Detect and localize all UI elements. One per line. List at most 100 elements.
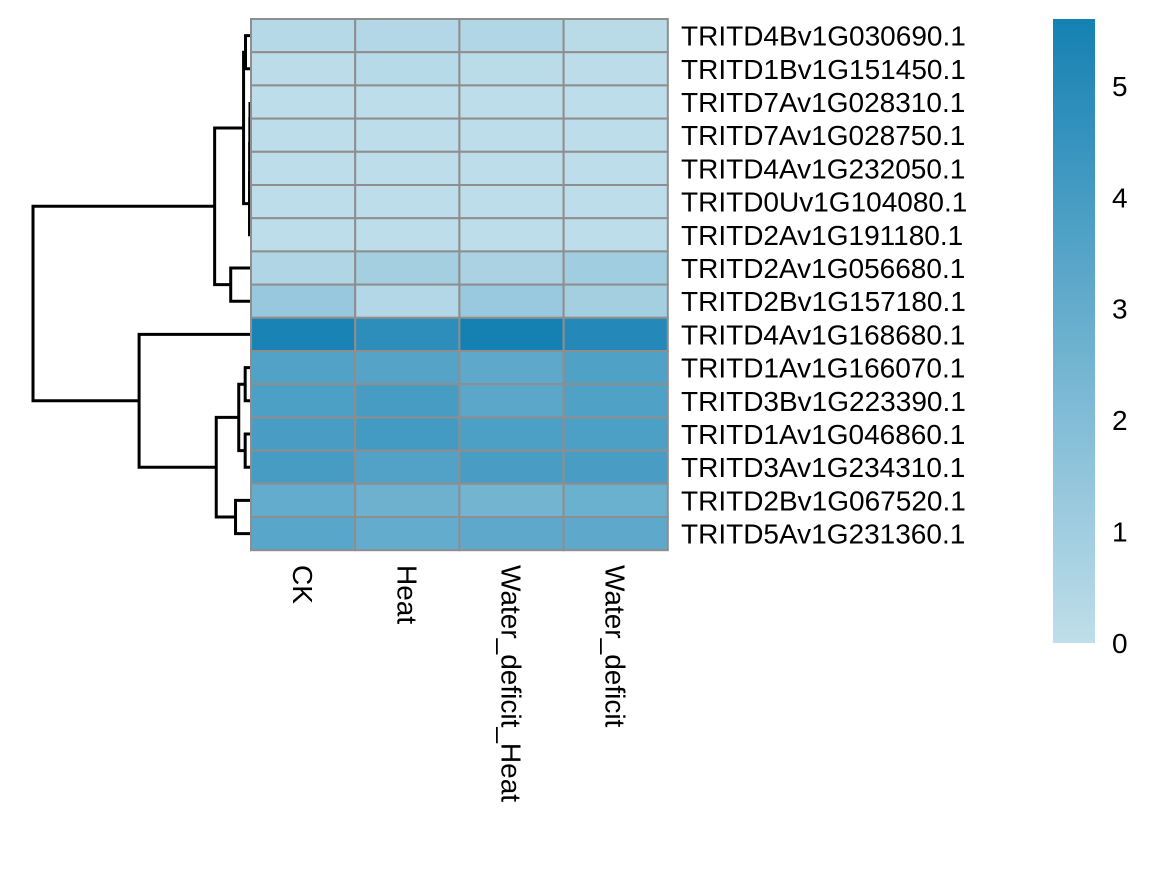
row-dendrogram	[31, 34, 252, 536]
heatmap-cell	[250, 184, 357, 220]
heatmap-cells	[250, 18, 669, 552]
legend-tick-label: 5	[1112, 71, 1128, 102]
heatmap-cell	[354, 383, 461, 419]
heatmap-cell	[562, 18, 669, 54]
row-label: TRITD5Av1G231360.1	[681, 519, 965, 550]
heatmap-cell	[250, 117, 357, 153]
heatmap-cell	[562, 250, 669, 286]
heatmap-cell	[354, 449, 461, 485]
heatmap-cell	[354, 350, 461, 386]
row-label: TRITD2Av1G056680.1	[681, 253, 965, 284]
color-legend: 0 1 2 3 4 5	[1053, 19, 1128, 659]
heatmap-cell	[458, 482, 565, 518]
heatmap-cell	[562, 283, 669, 319]
heatmap-cell	[458, 117, 565, 153]
heatmap-cell	[354, 51, 461, 87]
row-label: TRITD4Av1G232050.1	[681, 153, 965, 184]
dendrogram-branch	[229, 266, 250, 303]
heatmap-cell	[458, 516, 565, 552]
heatmap-cell	[458, 217, 565, 253]
legend-tick-label: 1	[1112, 517, 1128, 548]
row-label: TRITD4Bv1G030690.1	[681, 21, 966, 52]
heatmap-cell	[458, 350, 565, 386]
heatmap-cell	[250, 383, 357, 419]
legend-tick-label: 2	[1112, 405, 1128, 436]
column-label: Water_deficit_Heat	[496, 565, 527, 802]
heatmap-cell	[354, 117, 461, 153]
heatmap-cell	[458, 150, 565, 187]
dendrogram-branch	[31, 204, 215, 403]
heatmap-cell	[458, 84, 565, 120]
heatmap-cell	[354, 18, 461, 54]
dendrogram-branch	[243, 366, 250, 403]
legend-tick-label: 0	[1112, 628, 1128, 659]
heatmap-cell	[354, 283, 461, 319]
heatmap-cell	[562, 316, 669, 352]
column-labels: CK Heat Water_deficit_Heat Water_deficit	[287, 565, 631, 802]
heatmap-cell	[354, 217, 461, 253]
heatmap-cell	[458, 316, 565, 352]
heatmap-cell	[458, 51, 565, 87]
row-label: TRITD3Bv1G223390.1	[681, 386, 966, 417]
heatmap-cell	[562, 383, 669, 419]
legend-gradient-bar	[1053, 19, 1095, 643]
heatmap-cell	[354, 316, 461, 352]
column-label: CK	[287, 565, 318, 604]
dendrogram-branch	[243, 432, 250, 469]
heatmap-cell	[562, 416, 669, 452]
heatmap-cell	[458, 383, 565, 419]
dendrogram-branch	[213, 126, 244, 287]
row-label: TRITD2Bv1G157180.1	[681, 286, 966, 317]
row-label: TRITD1Bv1G151450.1	[681, 54, 966, 85]
heatmap-cell	[354, 516, 461, 552]
row-label: TRITD2Bv1G067520.1	[681, 485, 966, 516]
heatmap-cell	[354, 150, 461, 187]
heatmap-cell	[458, 18, 565, 54]
heatmap-cell	[458, 416, 565, 452]
heatmap-cell	[250, 449, 357, 485]
heatmap-cell	[250, 84, 357, 120]
heatmap-cell	[562, 84, 669, 120]
heatmap-cell	[250, 150, 357, 187]
dendrogram-branch	[243, 34, 250, 71]
column-label: Heat	[391, 565, 422, 624]
row-label: TRITD7Av1G028750.1	[681, 120, 965, 151]
legend-tick-label: 3	[1112, 294, 1128, 325]
heatmap-cell	[354, 184, 461, 220]
row-label: TRITD2Av1G191180.1	[681, 220, 963, 251]
heatmap-cell	[250, 350, 357, 386]
row-label: TRITD4Av1G168680.1	[681, 319, 965, 350]
heatmap-cell	[562, 150, 669, 187]
row-label: TRITD1Av1G046860.1	[681, 419, 965, 450]
heatmap-cell	[250, 516, 357, 552]
heatmap-cell	[250, 51, 357, 87]
heatmap-cell	[562, 217, 669, 253]
heatmap-cell	[250, 316, 357, 352]
heatmap-cell	[562, 482, 669, 518]
heatmap-cell	[250, 250, 357, 286]
dendrogram-branch	[234, 498, 250, 536]
heatmap-cell	[250, 217, 357, 253]
legend-tick-label: 4	[1112, 182, 1128, 213]
heatmap-cell	[354, 250, 461, 286]
heatmap-cell	[562, 449, 669, 485]
heatmap-cell	[562, 184, 669, 220]
heatmap-cell	[562, 51, 669, 87]
heatmap-cell	[250, 416, 357, 452]
column-label: Water_deficit	[600, 565, 631, 728]
heatmap-cell	[562, 516, 669, 552]
heatmap-cell	[562, 117, 669, 153]
heatmap-cell	[458, 449, 565, 485]
row-label: TRITD0Uv1G104080.1	[681, 187, 967, 218]
heatmap-cell	[458, 283, 565, 319]
heatmap-cell	[562, 350, 669, 386]
heatmap-cell	[250, 18, 357, 54]
row-label: TRITD3Av1G234310.1	[681, 452, 965, 483]
heatmap-cell	[250, 482, 357, 518]
row-label: TRITD1Av1G166070.1	[681, 353, 965, 384]
heatmap-cell	[250, 283, 357, 319]
dendrogram-branch	[137, 332, 250, 469]
heatmap-cell	[354, 482, 461, 518]
